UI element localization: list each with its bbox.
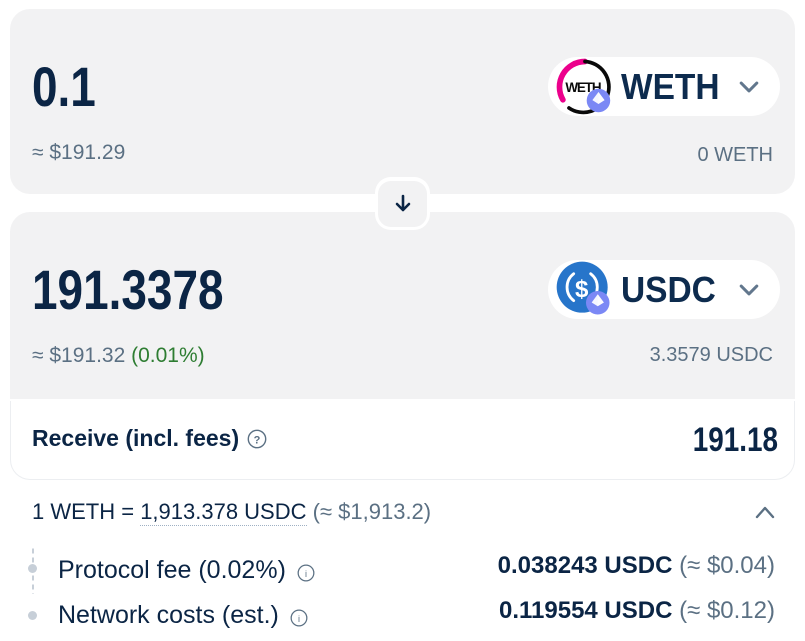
svg-text:?: ? xyxy=(254,434,261,446)
svg-text:i: i xyxy=(298,614,300,624)
svg-text:i: i xyxy=(305,569,307,579)
